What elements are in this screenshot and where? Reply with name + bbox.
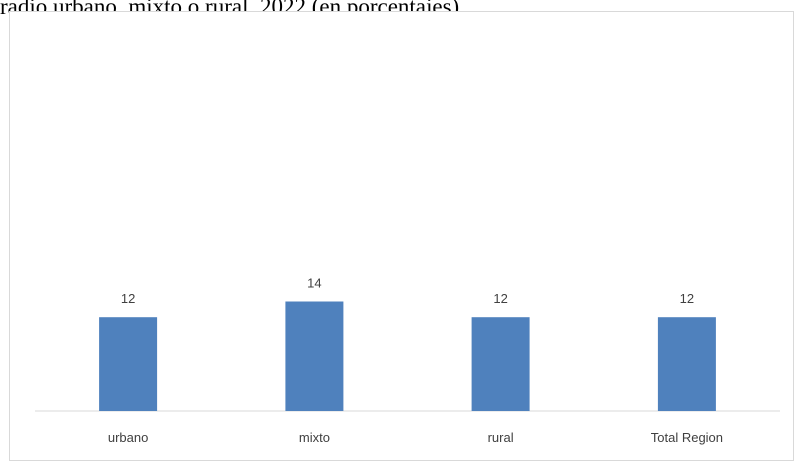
bars-group [99, 301, 716, 411]
category-label-rural: rural [488, 430, 514, 445]
data-label-rural: 12 [493, 291, 507, 306]
category-label-mixto: mixto [299, 430, 330, 445]
bar-mixto [285, 301, 344, 411]
data-label-total-region: 12 [680, 291, 694, 306]
bar-rural [471, 317, 530, 411]
category-labels-group: urbano mixto rural Total Region [108, 430, 723, 445]
category-label-total-region: Total Region [651, 430, 723, 445]
bar-urbano [99, 317, 158, 411]
data-labels-group: 12 14 12 12 [121, 276, 694, 307]
category-label-urbano: urbano [108, 430, 148, 445]
data-label-mixto: 14 [307, 276, 321, 291]
bar-total-region [657, 317, 716, 411]
data-label-urbano: 12 [121, 291, 135, 306]
